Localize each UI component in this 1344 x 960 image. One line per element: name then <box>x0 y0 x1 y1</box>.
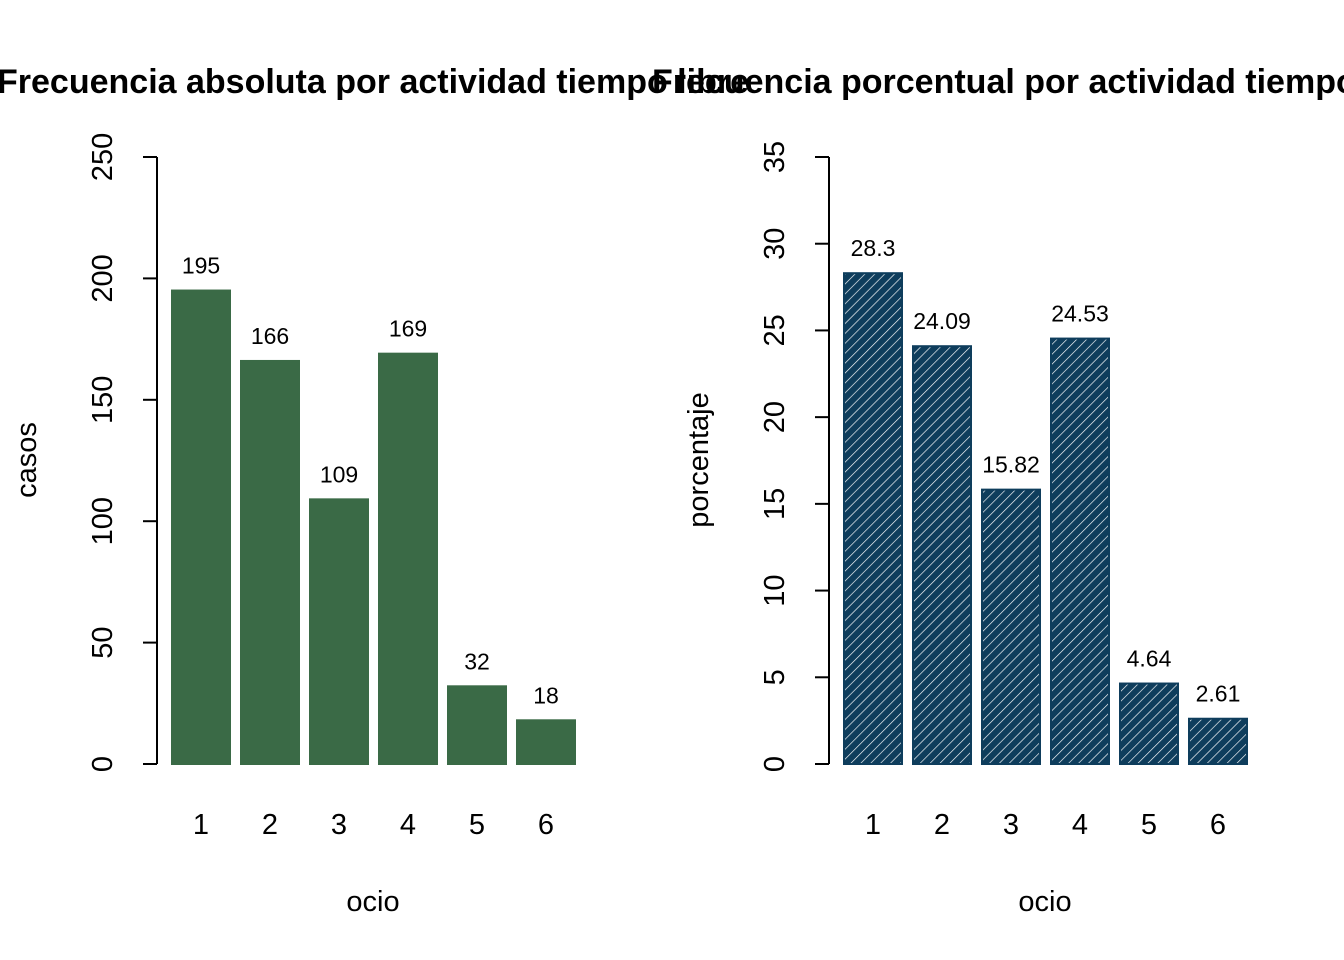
x-tick-label-4: 4 <box>400 809 416 841</box>
bar-6 <box>516 719 576 766</box>
y-tick-label-35: 35 <box>759 141 791 173</box>
y-axis-label: casos <box>11 422 43 498</box>
y-tick-label-25: 25 <box>759 314 791 346</box>
x-tick-label-3: 3 <box>1003 809 1019 841</box>
y-tick-label-15: 15 <box>759 488 791 520</box>
y-tick-label-30: 30 <box>759 228 791 260</box>
data-label-1: 195 <box>182 253 220 279</box>
y-tick-label-100: 100 <box>87 497 119 545</box>
data-label-3: 15.82 <box>982 452 1040 478</box>
y-tick-label-20: 20 <box>759 401 791 433</box>
y-tick-label-250: 250 <box>87 133 119 181</box>
chart-title: Frecuencia porcentual por actividad tiem… <box>652 63 1344 101</box>
bar-3 <box>309 498 369 765</box>
data-label-4: 24.53 <box>1051 301 1109 327</box>
bar-6 <box>1188 717 1248 766</box>
data-label-3: 109 <box>320 461 358 487</box>
y-tick-label-0: 0 <box>759 756 791 772</box>
x-tick-label-4: 4 <box>1072 809 1088 841</box>
bar-4 <box>378 352 438 765</box>
x-tick-label-3: 3 <box>331 809 347 841</box>
x-tick-label-6: 6 <box>1210 809 1226 841</box>
bars <box>843 272 1248 766</box>
chart-title: Frecuencia absoluta por actividad tiempo… <box>0 63 749 101</box>
x-tick-label-5: 5 <box>469 809 485 841</box>
bar-5 <box>1119 682 1179 765</box>
data-label-4: 169 <box>389 316 427 342</box>
x-tick-label-5: 5 <box>1141 809 1157 841</box>
chart-percentage: Frecuencia porcentual por actividad tiem… <box>652 63 1344 918</box>
data-label-1: 28.3 <box>851 235 896 261</box>
bar-5 <box>447 685 507 766</box>
x-axis-label: ocio <box>1018 886 1071 918</box>
y-tick-label-200: 200 <box>87 254 119 302</box>
x-tick-label-1: 1 <box>865 809 881 841</box>
bar-2 <box>240 359 300 765</box>
x-tick-label-6: 6 <box>538 809 554 841</box>
data-label-2: 166 <box>251 323 289 349</box>
x-tick-label-2: 2 <box>934 809 950 841</box>
x-axis-label: ocio <box>346 886 399 918</box>
data-label-5: 32 <box>464 648 490 674</box>
x-tick-label-2: 2 <box>262 809 278 841</box>
y-tick-label-0: 0 <box>87 756 119 772</box>
data-label-6: 2.61 <box>1196 681 1241 707</box>
data-labels: 28.3 24.09 15.82 24.53 4.64 2.61 <box>851 235 1241 707</box>
bar-3 <box>981 488 1041 765</box>
y-axis: 0 50 100 150 200 250 <box>87 133 158 772</box>
data-label-5: 4.64 <box>1127 646 1172 672</box>
bar-2 <box>912 345 972 765</box>
bars <box>171 289 576 766</box>
bar-4 <box>1050 337 1110 765</box>
y-axis: 0 5 10 15 20 25 30 35 <box>759 141 830 772</box>
y-tick-label-5: 5 <box>759 669 791 685</box>
data-label-2: 24.09 <box>913 308 971 334</box>
y-tick-label-10: 10 <box>759 574 791 606</box>
x-category-labels: 1 2 3 4 5 6 <box>193 809 554 841</box>
y-tick-label-50: 50 <box>87 626 119 658</box>
chart-absolute: Frecuencia absoluta por actividad tiempo… <box>0 63 749 918</box>
bar-1 <box>171 289 231 765</box>
x-category-labels: 1 2 3 4 5 6 <box>865 809 1226 841</box>
data-label-6: 18 <box>533 682 559 708</box>
data-labels: 195 166 109 169 32 18 <box>182 253 559 709</box>
x-tick-label-1: 1 <box>193 809 209 841</box>
bar-1 <box>843 272 903 765</box>
y-axis-label: porcentaje <box>683 392 715 527</box>
y-tick-label-150: 150 <box>87 376 119 424</box>
